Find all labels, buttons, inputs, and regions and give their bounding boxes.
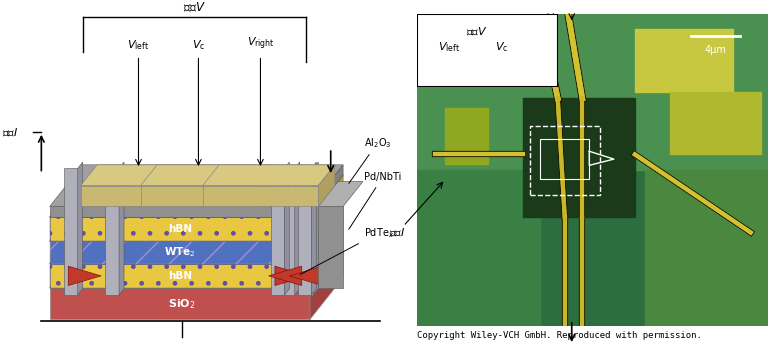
Polygon shape (50, 222, 343, 264)
Bar (540, 139, 590, 179)
Polygon shape (310, 175, 343, 241)
Text: Al$_2$O$_3$: Al$_2$O$_3$ (349, 136, 392, 183)
Polygon shape (50, 217, 310, 241)
Polygon shape (50, 246, 343, 288)
Bar (417, 170, 540, 326)
Polygon shape (50, 241, 310, 264)
Bar (635, 29, 733, 92)
Text: PdTe$_x$: PdTe$_x$ (300, 226, 394, 274)
Polygon shape (295, 162, 300, 295)
Text: $V_\mathrm{left}$: $V_\mathrm{left}$ (127, 38, 150, 52)
Text: $V_\mathrm{right}$: $V_\mathrm{right}$ (246, 36, 275, 52)
Polygon shape (300, 168, 314, 295)
Bar (417, 14, 768, 170)
Polygon shape (310, 200, 343, 264)
Text: $V_\mathrm{left}$: $V_\mathrm{left}$ (438, 40, 460, 53)
Polygon shape (119, 162, 124, 295)
Text: 電流$I$: 電流$I$ (389, 227, 406, 238)
Polygon shape (50, 165, 343, 206)
Bar (417, 20, 488, 83)
Bar (445, 108, 488, 164)
Polygon shape (285, 162, 289, 295)
Polygon shape (310, 165, 343, 217)
Polygon shape (203, 165, 335, 186)
Polygon shape (203, 186, 318, 206)
Polygon shape (314, 162, 318, 295)
Polygon shape (281, 168, 295, 295)
Polygon shape (64, 168, 78, 295)
Bar (523, 98, 635, 217)
Polygon shape (140, 186, 257, 206)
Polygon shape (298, 168, 311, 295)
Bar (670, 92, 761, 154)
Polygon shape (105, 168, 119, 295)
Polygon shape (311, 162, 316, 295)
Text: 電流$I$: 電流$I$ (2, 126, 19, 138)
Bar (530, 126, 600, 195)
Polygon shape (78, 162, 83, 295)
Polygon shape (310, 246, 343, 319)
Polygon shape (257, 165, 273, 206)
Polygon shape (140, 165, 273, 186)
Text: 電圧$V$: 電圧$V$ (466, 25, 488, 37)
Polygon shape (80, 186, 197, 206)
Polygon shape (50, 288, 310, 319)
Polygon shape (318, 181, 363, 206)
Polygon shape (318, 165, 335, 206)
Polygon shape (310, 222, 343, 288)
Text: hBN: hBN (168, 224, 192, 234)
Text: $V_\mathrm{c}$: $V_\mathrm{c}$ (192, 38, 205, 52)
Polygon shape (50, 175, 343, 217)
Polygon shape (50, 206, 310, 217)
Polygon shape (271, 168, 285, 295)
Polygon shape (80, 165, 213, 186)
Text: $V_\mathrm{c}$: $V_\mathrm{c}$ (495, 40, 508, 53)
Polygon shape (275, 266, 308, 286)
Bar (646, 170, 768, 326)
Text: Copyright Wiley-VCH GmbH. Reproduced with permission.: Copyright Wiley-VCH GmbH. Reproduced wit… (417, 331, 702, 340)
Text: 4μm: 4μm (704, 45, 727, 55)
Polygon shape (318, 206, 343, 288)
Text: SiO$_2$: SiO$_2$ (168, 297, 196, 311)
Polygon shape (197, 165, 213, 206)
Polygon shape (50, 264, 310, 288)
Text: Pd/NbTi: Pd/NbTi (349, 172, 401, 229)
Polygon shape (289, 266, 322, 286)
Polygon shape (50, 200, 343, 241)
Polygon shape (68, 266, 101, 286)
Polygon shape (268, 266, 302, 286)
Text: hBN: hBN (168, 271, 192, 281)
Text: 電圧$V$: 電圧$V$ (183, 1, 206, 14)
Text: WTe$_2$: WTe$_2$ (164, 246, 196, 259)
